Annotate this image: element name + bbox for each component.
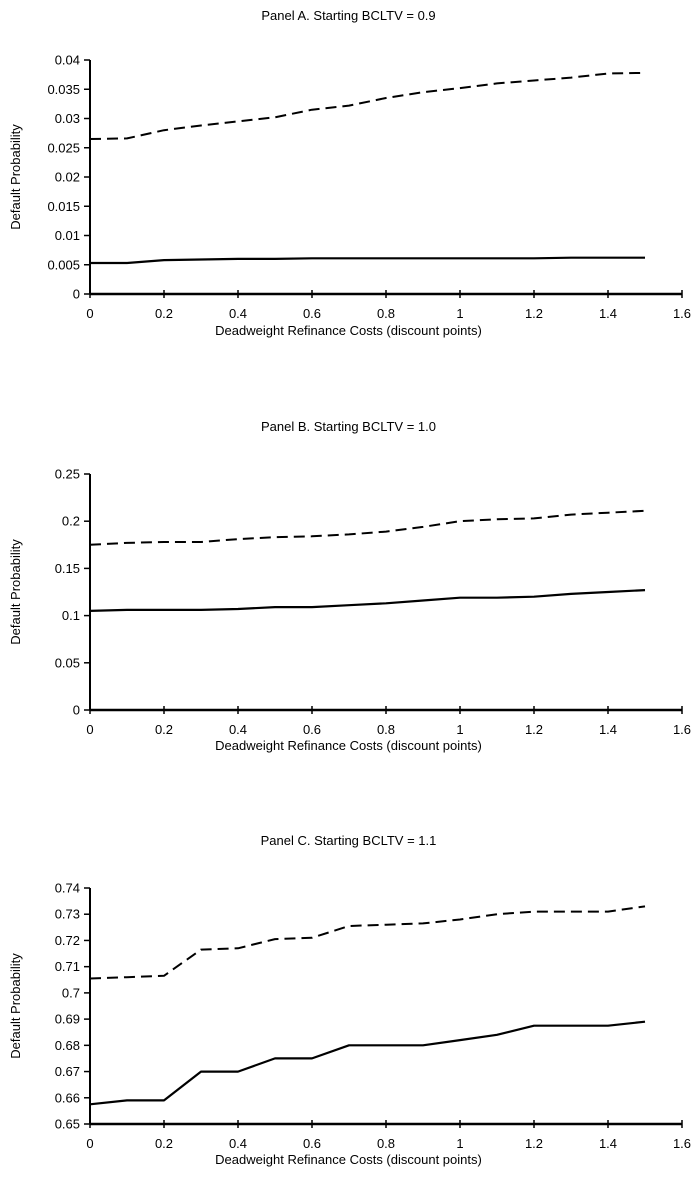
y-tick-label: 0.04 [55, 53, 80, 68]
y-tick-label: 0.71 [55, 959, 80, 974]
dashed-series-line [89, 71, 646, 140]
y-axis-label: Default Probability [8, 953, 23, 1059]
y-tick-label: 0.05 [55, 655, 80, 670]
y-tick-label: 0.2 [62, 514, 80, 529]
x-tick-label: 0 [86, 306, 93, 321]
x-tick-label: 1 [456, 306, 463, 321]
panel-title: Panel A. Starting BCLTV = 0.9 [261, 8, 436, 23]
x-tick-label: 0.2 [155, 306, 173, 321]
x-axis-label: Deadweight Refinance Costs (discount poi… [215, 1152, 482, 1167]
y-tick-label: 0.02 [55, 170, 80, 185]
y-tick-label: 0.1 [62, 608, 80, 623]
y-tick-label: 0.72 [55, 933, 80, 948]
x-tick-label: 1.6 [673, 1136, 691, 1151]
panel-title: Panel B. Starting BCLTV = 1.0 [261, 419, 436, 434]
x-tick-label: 0.6 [303, 722, 321, 737]
x-tick-label: 0.2 [155, 1136, 173, 1151]
y-tick-label: 0.67 [55, 1064, 80, 1079]
y-tick-label: 0.7 [62, 985, 80, 1000]
x-tick-label: 1.4 [599, 306, 617, 321]
x-tick-label: 0.6 [303, 1136, 321, 1151]
x-tick-label: 0.2 [155, 722, 173, 737]
y-tick-label: 0.66 [55, 1090, 80, 1105]
y-tick-label: 0.025 [47, 140, 80, 155]
y-tick-label: 0.25 [55, 467, 80, 482]
panel-title: Panel C. Starting BCLTV = 1.1 [260, 833, 437, 848]
x-axis-label: Deadweight Refinance Costs (discount poi… [215, 323, 482, 338]
x-tick-label: 0.4 [229, 306, 247, 321]
x-tick-label: 0 [86, 1136, 93, 1151]
x-tick-label: 1.2 [525, 306, 543, 321]
y-tick-label: 0.01 [55, 228, 80, 243]
x-tick-label: 0.4 [229, 1136, 247, 1151]
y-tick-label: 0.74 [55, 881, 80, 896]
y-tick-label: 0.73 [55, 907, 80, 922]
solid-series-line [89, 589, 646, 612]
x-tick-label: 0.6 [303, 306, 321, 321]
x-tick-label: 1 [456, 722, 463, 737]
y-tick-label: 0 [73, 703, 80, 718]
y-tick-label: 0.035 [47, 82, 80, 97]
y-tick-label: 0.65 [55, 1117, 80, 1132]
y-tick-label: 0.03 [55, 111, 80, 126]
x-tick-label: 1.4 [599, 1136, 617, 1151]
y-axis-label: Default Probability [8, 539, 23, 645]
x-tick-label: 0.4 [229, 722, 247, 737]
x-axis-label: Deadweight Refinance Costs (discount poi… [215, 738, 482, 753]
x-tick-label: 1.2 [525, 1136, 543, 1151]
y-tick-label: 0 [73, 287, 80, 302]
x-tick-label: 1.2 [525, 722, 543, 737]
x-tick-label: 1 [456, 1136, 463, 1151]
x-tick-label: 0.8 [377, 306, 395, 321]
y-tick-label: 0.68 [55, 1038, 80, 1053]
y-tick-label: 0.69 [55, 1012, 80, 1027]
x-tick-label: 1.6 [673, 722, 691, 737]
x-tick-label: 1.4 [599, 722, 617, 737]
x-tick-label: 1.6 [673, 306, 691, 321]
solid-series-line [89, 1020, 646, 1106]
dashed-series-line [89, 905, 646, 980]
y-tick-label: 0.005 [47, 257, 80, 272]
y-tick-label: 0.015 [47, 199, 80, 214]
x-tick-label: 0.8 [377, 1136, 395, 1151]
x-tick-label: 0 [86, 722, 93, 737]
y-tick-label: 0.15 [55, 561, 80, 576]
x-tick-label: 0.8 [377, 722, 395, 737]
solid-series-line [90, 256, 645, 265]
dashed-series-line [89, 509, 646, 546]
y-axis-label: Default Probability [8, 124, 23, 230]
